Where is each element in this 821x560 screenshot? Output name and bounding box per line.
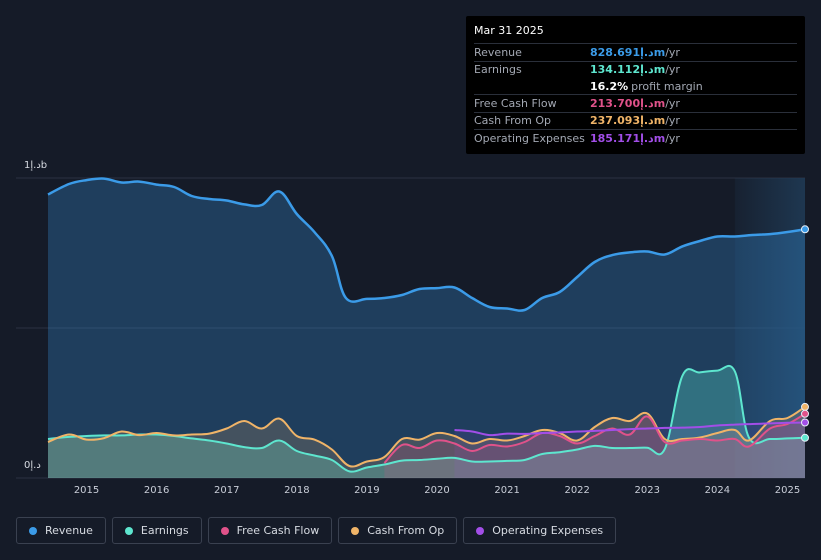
operating-expenses-line	[454, 421, 806, 437]
y-tick-label-zero: 0د.إ	[24, 460, 41, 471]
y-tick-label-top: 1د.إb	[24, 160, 48, 171]
legend-item-operating-expenses[interactable]: Operating Expenses	[463, 517, 617, 544]
legend-item-cash-from-op[interactable]: Cash From Op	[338, 517, 458, 544]
legend-item-free-cash-flow[interactable]: Free Cash Flow	[207, 517, 333, 544]
tooltip-label: Earnings	[474, 63, 522, 77]
gridlines	[16, 177, 805, 479]
x-tick-label: 2020	[424, 485, 450, 496]
revenue-endpoint	[801, 225, 809, 234]
profit-margin-label: profit margin	[631, 79, 703, 93]
x-tick-label: 2019	[354, 485, 380, 496]
legend: Revenue Earnings Free Cash Flow Cash Fro…	[16, 517, 617, 544]
legend-label: Free Cash Flow	[236, 524, 320, 537]
tooltip-unit: /yr	[665, 63, 680, 77]
series-lines	[47, 177, 806, 473]
legend-dot-icon	[351, 526, 360, 535]
x-tick-label: 2024	[704, 485, 731, 496]
tooltip-unit: /yr	[665, 96, 680, 110]
cash-from-op-line	[47, 406, 806, 468]
tooltip-value: 185.171د.إm	[590, 131, 666, 145]
legend-label: Operating Expenses	[492, 524, 604, 537]
free-cash-flow-line	[383, 412, 806, 464]
tooltip-label: Operating Expenses	[474, 131, 585, 145]
legend-label: Earnings	[140, 524, 189, 537]
tooltip-label: Cash From Op	[474, 114, 552, 128]
x-tick-label: 2018	[284, 485, 310, 496]
earnings-area	[48, 365, 805, 478]
cash-from-op-area	[48, 406, 805, 478]
tooltip-row-earnings: Earnings 134.112د.إm /yr	[474, 60, 797, 79]
x-tick-label: 2017	[214, 485, 240, 496]
tooltip-profit-margin: 16.2% profit margin	[474, 78, 797, 94]
x-tick-label: 2023	[634, 485, 661, 496]
legend-dot-icon	[476, 526, 485, 535]
earnings-endpoint	[801, 433, 809, 442]
legend-dot-icon	[220, 526, 229, 535]
revenue-area	[48, 178, 805, 478]
legend-label: Cash From Op	[367, 524, 445, 537]
tooltip-value: 134.112د.إm	[590, 63, 666, 77]
tooltip: Mar 31 2025 Revenue 828.691د.إm /yr Earn…	[466, 16, 805, 154]
tooltip-value: 828.691د.إm	[590, 45, 666, 59]
legend-item-earnings[interactable]: Earnings	[111, 517, 202, 544]
x-tick-label: 2025	[774, 485, 801, 496]
tooltip-date: Mar 31 2025	[474, 24, 544, 37]
tooltip-row-free-cash-flow: Free Cash Flow 213.700د.إm /yr	[474, 94, 797, 112]
tooltip-unit: /yr	[665, 45, 680, 59]
legend-item-revenue[interactable]: Revenue	[16, 517, 106, 544]
tooltip-row-revenue: Revenue 828.691د.إm /yr	[474, 43, 797, 61]
legend-dot-icon	[29, 526, 37, 535]
x-tick-label: 2021	[494, 485, 520, 496]
cash-from-op-endpoint	[801, 402, 809, 411]
tooltip-label: Free Cash Flow	[474, 96, 557, 110]
tooltip-row-cash-from-op: Cash From Op 237.093د.إm /yr	[474, 111, 797, 130]
legend-label: Revenue	[45, 524, 93, 537]
operating-expenses-endpoint	[801, 418, 809, 427]
tooltip-label: Revenue	[474, 45, 522, 59]
tooltip-value: 213.700د.إm	[590, 96, 666, 110]
x-tick-label: 2022	[564, 485, 590, 496]
tooltip-row-operating-expenses: Operating Expenses 185.171د.إm /yr	[474, 129, 797, 147]
x-tick-label: 2015	[73, 485, 100, 496]
x-tick-label: 2016	[143, 485, 170, 496]
tooltip-value: 237.093د.إm	[590, 114, 666, 128]
series-endpoints	[801, 225, 809, 442]
tooltip-unit: /yr	[665, 114, 680, 128]
tooltip-unit: /yr	[665, 131, 680, 145]
profit-margin-value: 16.2%	[590, 79, 629, 93]
revenue-line	[47, 177, 806, 312]
free-cash-flow-endpoint	[801, 409, 809, 418]
legend-dot-icon	[124, 526, 133, 535]
operating-expenses-area	[454, 422, 805, 478]
